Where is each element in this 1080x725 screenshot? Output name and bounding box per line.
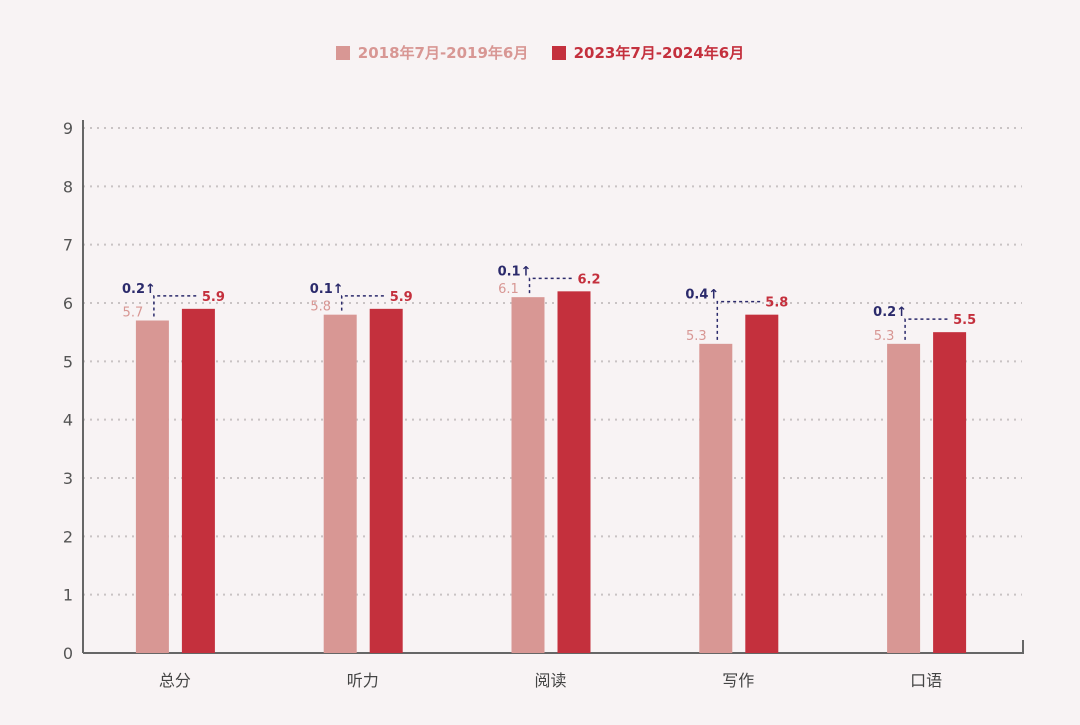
legend-item-series-2[interactable]: 2023年7月-2024年6月 xyxy=(551,42,745,63)
difference-connector xyxy=(904,318,950,340)
data-label-series-1: 6.1 xyxy=(498,282,519,297)
x-tick-label: 写作 xyxy=(722,671,754,690)
bar-series-1 xyxy=(887,343,921,653)
bar-series-2 xyxy=(933,332,967,653)
data-label-series-2: 5.9 xyxy=(202,290,225,305)
x-tick-label: 总分 xyxy=(159,671,191,690)
y-tick-label: 5 xyxy=(63,352,73,371)
difference-label: 0.2↑ xyxy=(873,305,907,320)
bar-series-2 xyxy=(557,291,591,653)
bar-series-2 xyxy=(745,314,779,653)
y-tick-label: 1 xyxy=(63,586,73,605)
legend-label: 2018年7月-2019年6月 xyxy=(357,44,529,62)
data-label-series-1: 5.3 xyxy=(874,329,895,344)
difference-label: 0.1↑ xyxy=(498,264,532,279)
difference-label: 0.4↑ xyxy=(685,288,719,303)
data-label-series-1: 5.3 xyxy=(686,329,707,344)
difference-label: 0.1↑ xyxy=(310,282,344,297)
x-tick-label: 阅读 xyxy=(534,671,566,690)
y-tick-label: 6 xyxy=(63,294,73,313)
data-label-series-2: 5.8 xyxy=(765,296,788,311)
y-tick-label: 7 xyxy=(63,236,73,255)
y-tick-label: 3 xyxy=(63,469,73,488)
y-tick-label: 8 xyxy=(63,177,73,196)
bar-series-2 xyxy=(181,308,215,653)
y-tick-label: 0 xyxy=(63,644,73,663)
data-label-series-1: 5.7 xyxy=(123,306,144,321)
difference-connector xyxy=(716,300,762,340)
bar-series-1 xyxy=(323,314,357,653)
x-tick-label: 口语 xyxy=(910,671,942,690)
x-tick-label: 听力 xyxy=(347,671,379,690)
data-label-series-2: 5.5 xyxy=(953,313,976,328)
legend-item-series-1[interactable]: 2018年7月-2019年6月 xyxy=(335,42,529,63)
difference-connector xyxy=(340,295,386,311)
data-label-series-2: 5.9 xyxy=(390,290,413,305)
legend-swatch xyxy=(335,45,350,60)
bar-series-1 xyxy=(699,343,733,653)
legend-label: 2023年7月-2024年6月 xyxy=(573,44,745,62)
bar-series-1 xyxy=(511,297,545,653)
bar-series-1 xyxy=(135,320,169,653)
y-tick-label: 4 xyxy=(63,411,73,430)
legend-swatch xyxy=(551,45,566,60)
difference-connector xyxy=(528,277,574,294)
legend: 2018年7月-2019年6月 2023年7月-2024年6月 xyxy=(0,42,1080,64)
data-label-series-1: 5.8 xyxy=(310,300,331,315)
y-tick-label: 9 xyxy=(63,119,73,138)
y-tick-label: 2 xyxy=(63,527,73,546)
difference-label: 0.2↑ xyxy=(122,282,156,297)
difference-connector xyxy=(153,295,198,317)
data-label-series-2: 6.2 xyxy=(578,272,601,287)
bar-series-2 xyxy=(369,308,403,653)
